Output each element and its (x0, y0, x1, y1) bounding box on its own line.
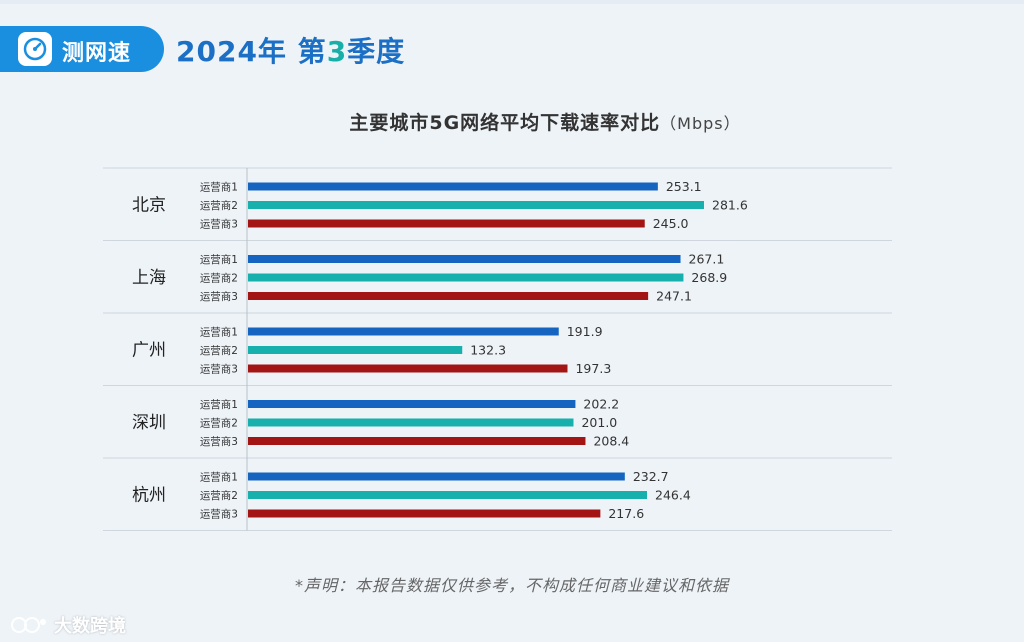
page-headline: 2024年 第3季度 (176, 30, 405, 70)
series-label: 运营商1 (200, 181, 238, 194)
brand-badge: 测网速 (0, 26, 164, 72)
value-label: 132.3 (470, 343, 506, 358)
series-label: 运营商1 (200, 398, 238, 411)
bar (248, 255, 681, 263)
value-label: 253.1 (666, 179, 702, 194)
series-label: 运营商1 (200, 471, 238, 484)
bar (248, 201, 704, 209)
value-label: 246.4 (655, 488, 691, 503)
top-strip (0, 0, 1024, 4)
chart-title: 主要城市5G网络平均下载速率对比（Mbps） (0, 108, 1024, 135)
bar (248, 437, 586, 445)
bar (248, 472, 625, 481)
chart-title-text: 主要城市5G网络平均下载速率对比 (349, 112, 661, 134)
value-label: 191.9 (567, 324, 603, 339)
series-label: 运营商3 (200, 290, 238, 303)
value-label: 267.1 (689, 252, 725, 267)
headline-year: 2024年 第 (176, 35, 327, 68)
series-label: 运营商2 (200, 344, 238, 357)
series-label: 运营商3 (200, 508, 238, 521)
value-label: 201.0 (581, 415, 617, 430)
series-label: 运营商3 (200, 363, 238, 376)
series-label: 运营商3 (200, 218, 238, 231)
value-label: 268.9 (691, 270, 727, 285)
bar (248, 219, 645, 228)
disclaimer: *声明：本报告数据仅供参考，不构成任何商业建议和依据 (294, 576, 729, 595)
headline-season: 季度 (347, 35, 406, 68)
watermark-logo-icon (11, 617, 46, 633)
value-label: 245.0 (653, 216, 689, 231)
value-label: 197.3 (575, 361, 611, 376)
group-label: 广州 (132, 340, 166, 360)
chart-unit: （Mbps） (660, 114, 741, 133)
group-label: 上海 (132, 268, 166, 288)
watermark-text: 大数跨境 (54, 616, 126, 637)
series-label: 运营商2 (200, 199, 238, 212)
bar (248, 364, 568, 373)
bar (248, 491, 647, 499)
bar (248, 273, 684, 282)
series-label: 运营商3 (200, 435, 238, 448)
bar (248, 182, 658, 191)
series-label: 运营商1 (200, 326, 238, 339)
brand-label: 测网速 (62, 41, 132, 66)
value-label: 202.2 (583, 397, 619, 412)
series-label: 运营商2 (200, 489, 238, 502)
value-label: 247.1 (656, 289, 692, 304)
group-label: 深圳 (132, 413, 166, 433)
headline-quarter-number: 3 (326, 35, 348, 68)
value-label: 281.6 (712, 198, 748, 213)
series-label: 运营商2 (200, 272, 238, 285)
group-label: 杭州 (132, 485, 166, 505)
bar (248, 327, 559, 336)
series-label: 运营商2 (200, 417, 238, 430)
bar (248, 292, 649, 300)
series-label: 运营商1 (200, 253, 238, 266)
speedometer-icon (18, 32, 52, 66)
bar (248, 346, 463, 354)
bar (248, 400, 576, 408)
group-label: 北京 (132, 195, 166, 215)
bar (248, 418, 574, 427)
value-label: 217.6 (608, 506, 644, 521)
value-label: 208.4 (593, 434, 629, 449)
bar (248, 509, 601, 518)
watermark: 大数跨境 (10, 612, 126, 638)
value-label: 232.7 (633, 469, 669, 484)
